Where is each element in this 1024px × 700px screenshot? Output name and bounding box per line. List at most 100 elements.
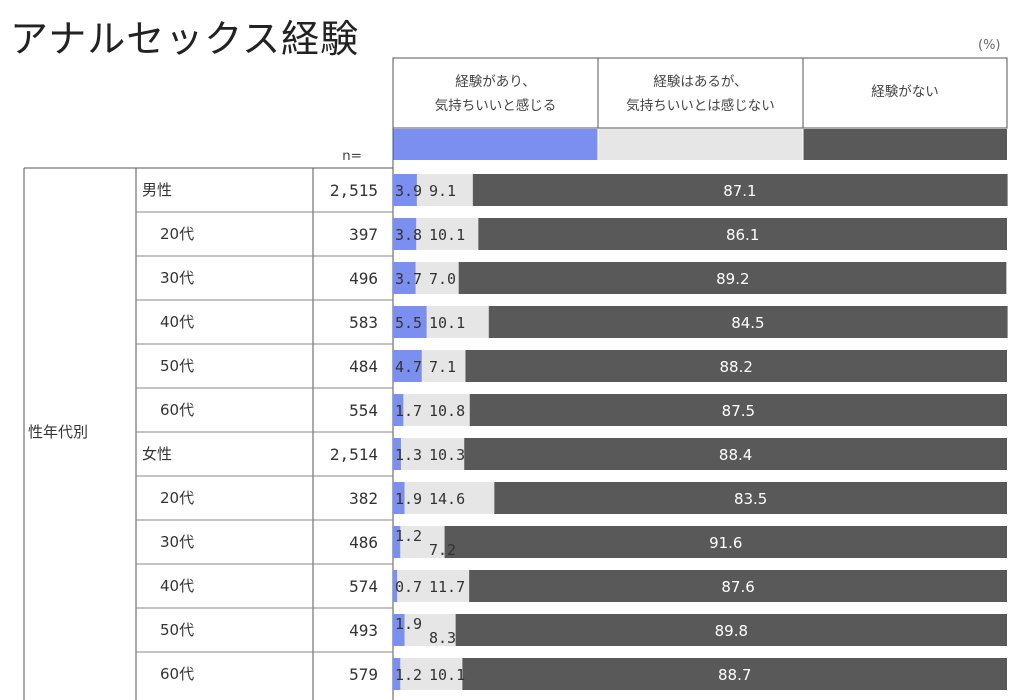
- legend-header-box: [392, 57, 1008, 129]
- row-label: 20代: [160, 489, 194, 507]
- bar-segment-1: [393, 438, 401, 470]
- bar-segment-1: [393, 174, 417, 206]
- row-label: 40代: [160, 577, 194, 595]
- n-value: 583: [349, 313, 378, 332]
- bar-segment-1: [393, 482, 405, 514]
- bar-segment-3: [458, 262, 1007, 294]
- row-label: 30代: [160, 269, 194, 287]
- bar-segment-1: [393, 570, 398, 602]
- data-label-2: 7.1: [429, 358, 456, 376]
- bar-segment-2: [421, 350, 466, 382]
- data-label-2: 10.3: [429, 446, 465, 464]
- n-value: 2,515: [330, 181, 378, 200]
- bar-segment-3: [488, 306, 1008, 338]
- n-value: 554: [349, 401, 378, 420]
- data-label-2: 10.1: [429, 314, 465, 332]
- row-label: 40代: [160, 313, 194, 331]
- n-value: 574: [349, 577, 378, 596]
- bar-segment-1: [393, 218, 417, 250]
- row-label: 50代: [160, 621, 194, 639]
- bar-segment-3: [469, 394, 1007, 426]
- data-label-3: 89.8: [715, 622, 748, 640]
- data-label-2: 11.7: [429, 578, 465, 596]
- data-label-1: 1.9: [395, 490, 422, 508]
- n-value: 496: [349, 269, 378, 288]
- data-label-3: 87.5: [722, 402, 755, 420]
- bar-segment-2: [400, 438, 465, 470]
- bar-segment-1: [393, 350, 422, 382]
- bar-segment-1: [393, 262, 416, 294]
- data-label-3: 87.6: [721, 578, 754, 596]
- n-value: 579: [349, 665, 378, 684]
- bar-segment-1: [393, 614, 405, 646]
- bar-segment-2: [404, 482, 495, 514]
- data-label-1: 5.5: [395, 314, 422, 332]
- data-label-2: 9.1: [429, 182, 456, 200]
- n-value: 493: [349, 621, 378, 640]
- bar-segment-2: [404, 614, 456, 646]
- data-label-2: 7.0: [429, 270, 456, 288]
- bar-segment-2: [400, 526, 445, 558]
- row-label: 50代: [160, 357, 194, 375]
- data-label-3: 87.1: [723, 182, 756, 200]
- row-label: 30代: [160, 533, 194, 551]
- legend-label-3: 経験がない: [871, 84, 939, 100]
- legend-swatch-2: [598, 129, 803, 160]
- data-label-1: 3.9: [395, 182, 422, 200]
- bar-segment-1: [393, 394, 404, 426]
- bar-segment-2: [400, 658, 463, 690]
- data-label-1: 3.7: [395, 270, 422, 288]
- data-label-3: 88.2: [720, 358, 753, 376]
- n-value: 486: [349, 533, 378, 552]
- data-label-1: 1.7: [395, 402, 422, 420]
- data-label-3: 84.5: [731, 314, 764, 332]
- bar-segment-3: [462, 658, 1008, 690]
- bar-segment-2: [426, 306, 489, 338]
- data-label-1: 4.7: [395, 358, 422, 376]
- data-label-3: 83.5: [734, 490, 767, 508]
- n-value: 484: [349, 357, 378, 376]
- legend-label-1: 気持ちいいと感じる: [435, 97, 557, 114]
- unit-label: (%): [978, 38, 1001, 53]
- data-label-1: 0.7: [395, 578, 422, 596]
- data-label-2: 10.1: [429, 226, 465, 244]
- bar-segment-3: [465, 350, 1007, 382]
- bar-segment-3: [472, 174, 1008, 206]
- legend-swatch-3: [803, 129, 1007, 160]
- data-label-2: 7.2: [429, 541, 456, 559]
- data-label-2: 10.1: [429, 666, 465, 684]
- bar-segment-3: [478, 218, 1007, 250]
- data-label-2: 14.6: [429, 490, 465, 508]
- bar-segment-2: [416, 218, 479, 250]
- bar-segment-2: [403, 394, 470, 426]
- legend-swatch-1: [393, 129, 598, 160]
- bar-segment-3: [444, 526, 1007, 558]
- data-label-3: 91.6: [709, 534, 742, 552]
- row-label: 60代: [160, 665, 194, 683]
- data-label-2: 8.3: [429, 629, 456, 647]
- bar-segment-2: [416, 174, 473, 206]
- bar-segment-2: [397, 570, 470, 602]
- legend-label-2: 経験はあるが、: [653, 74, 747, 90]
- row-label: 20代: [160, 225, 194, 243]
- data-label-3: 88.7: [718, 666, 751, 684]
- row-label: 60代: [160, 401, 194, 419]
- data-label-3: 89.2: [716, 270, 749, 288]
- bar-segment-3: [464, 438, 1007, 470]
- bar-segment-3: [469, 570, 1007, 602]
- legend-label-2: 気持ちいいとは感じない: [626, 97, 775, 114]
- chart-title: アナルセックス経験: [10, 17, 360, 61]
- data-label-1: 1.2: [395, 666, 422, 684]
- group-label: 性年代別: [28, 423, 88, 441]
- data-label-2: 10.8: [429, 402, 465, 420]
- n-header: n=: [342, 148, 362, 164]
- n-value: 382: [349, 489, 378, 508]
- row-label: 男性: [142, 181, 172, 199]
- data-label-1: 1.9: [395, 615, 422, 633]
- data-label-1: 3.8: [395, 226, 422, 244]
- n-value: 2,514: [330, 445, 378, 464]
- bar-segment-3: [455, 614, 1007, 646]
- data-label-3: 88.4: [719, 446, 752, 464]
- bar-segment-3: [494, 482, 1007, 514]
